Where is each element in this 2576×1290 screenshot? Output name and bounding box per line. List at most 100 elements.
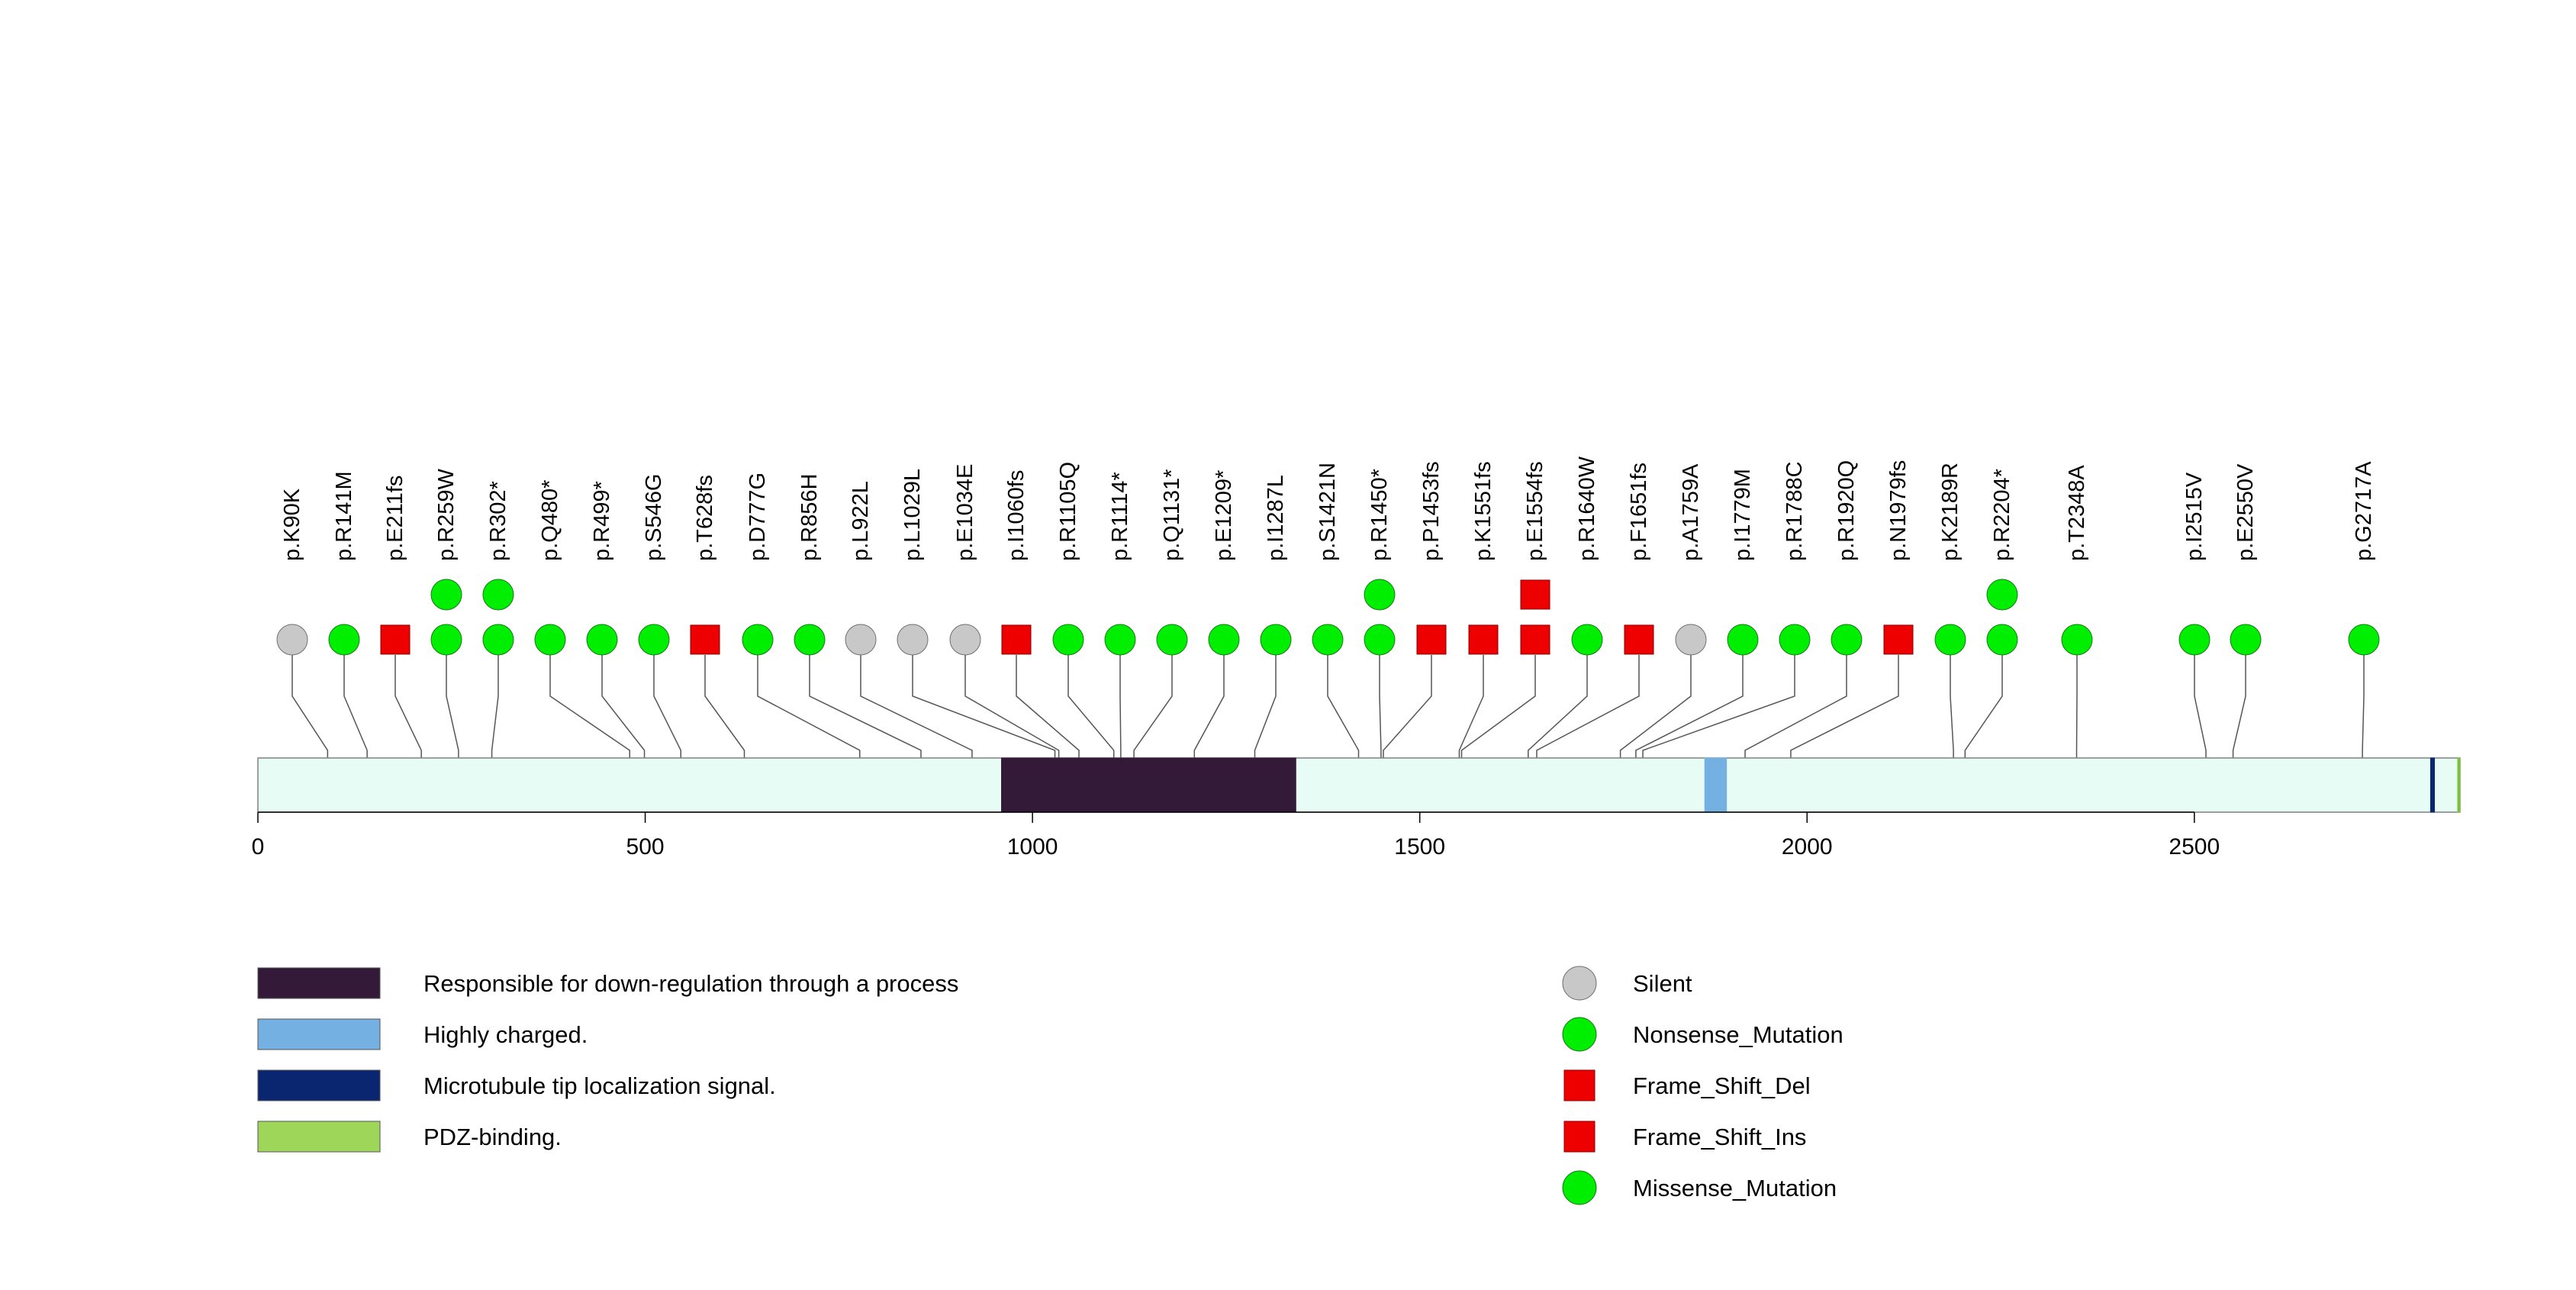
mutation-label: p.G2717A [2352,461,2376,561]
mutation-label: p.R499* [590,481,614,561]
x-tick-label: 1500 [1394,834,1445,859]
mutation-label: p.S546G [642,474,666,561]
mutation-label: p.T2348A [2065,465,2089,561]
connector-line [394,655,422,773]
mutation-label: p.S1421N [1315,463,1340,561]
domain-legend-swatch [257,1018,381,1050]
mutation-marker-circle [1986,579,2018,611]
domain-3 [2457,757,2461,813]
mutation-marker-circle [897,624,929,656]
mutation-label: p.T628fs [693,475,717,561]
mutation-label: p.L1029L [900,469,925,561]
connector-line [757,655,861,773]
connector-line [343,655,368,773]
x-tick-label: 0 [252,834,265,859]
mutation-label: p.R259W [434,468,459,561]
mutation-marker-circle [2230,624,2262,656]
connector-line [1133,655,1173,773]
x-tick-label: 500 [626,834,665,859]
connector-line [1619,655,1692,773]
connector-line [1458,655,1484,773]
mutation-legend-square [1563,1121,1596,1153]
mutation-label: p.P1453fs [1419,461,1444,561]
mutation-type-legend: Silent Nonsense_Mutation Frame_Shift_Del Fr… [1562,966,1843,1205]
mutation-label: p.E1209* [1212,470,1236,561]
domain-legend-label: Responsible for down-regulation through … [423,970,958,997]
mutation-marker-circle [949,624,981,656]
mutation-legend-square [1563,1069,1596,1101]
connector-line [1379,655,1382,773]
mutation-label: p.R1920Q [1834,460,1859,561]
mutation-marker-square [1416,624,1447,655]
connector-line [1460,655,1536,773]
mutation-label: p.E211fs [383,476,407,561]
mutation-marker-circle [1571,624,1603,656]
domain-0 [1001,757,1296,813]
mutation-marker-circle [1727,624,1759,656]
connector-line [704,655,745,773]
mutation-marker-circle [638,624,670,656]
domain-2 [2429,757,2436,813]
connector-line [2194,655,2207,773]
x-axis: 0 500 1000 1500 2000 2500 [252,811,2220,859]
connector-line [860,655,973,773]
mutation-legend-label: Frame_Shift_Del [1633,1072,1811,1099]
mutation-marker-circle [2178,624,2211,656]
mutation-label: p.N1979fs [1886,460,1911,561]
mutation-label: p.A1759A [1679,463,1703,561]
mutation-label: p.K90K [280,488,304,561]
mutation-legend-circle [1562,1017,1597,1052]
connector-line [291,655,329,773]
connector-line [1642,655,1795,773]
connector-line [2362,655,2365,773]
mutation-marker-circle [1364,579,1396,611]
mutation-marker-circle [1208,624,1240,656]
mutation-marker-circle [794,624,826,656]
mutation-marker-circle [586,624,618,656]
connector-line [1067,655,1115,773]
domain-1 [1704,757,1728,813]
connector-line [2232,655,2246,773]
mutation-label: p.I1779M [1731,469,1755,561]
mutation-label: p.I1287L [1264,475,1288,561]
x-tick-label: 2500 [2169,834,2220,859]
mutation-marker-circle [1779,624,1811,656]
mutation-marker-circle [1675,624,1707,656]
protein-backbone-bar [257,757,2461,813]
mutation-marker-circle [2348,624,2380,656]
domain-legend-label: Microtubule tip localization signal. [423,1072,776,1099]
domain-legend-swatch [257,967,381,999]
mutation-marker-circle [1986,624,2018,656]
mutation-label: p.R1114* [1108,472,1132,561]
connector-line [1635,655,1744,773]
mutation-marker-square [690,624,720,655]
mutation-marker-circle [1052,624,1084,656]
mutation-marker-square [1001,624,1032,655]
mutation-label: p.R2204* [1990,469,2014,561]
connector-line [1016,655,1080,773]
mutation-marker-circle [328,624,360,656]
mutation-marker-square [1468,624,1499,655]
mutation-label: p.L922L [848,481,873,561]
connector-line [446,655,459,773]
mutation-marker-circle [1934,624,1966,656]
mutation-marker-circle [1104,624,1136,656]
mutation-legend-label: Silent [1633,970,1692,997]
mutation-marker-circle [1364,624,1396,656]
mutation-marker-circle [276,624,308,656]
connector-line [1327,655,1360,773]
x-tick-label: 1000 [1007,834,1058,859]
mutation-label: p.I2515V [2182,472,2207,561]
connector-line [1383,655,1432,773]
connector-line [1744,655,1847,773]
mutation-label: p.K1551fs [1471,461,1496,561]
mutation-marker-circle [1260,624,1292,656]
mutation-label: p.I1060fs [1004,470,1029,561]
mutation-legend-circle [1562,1170,1597,1205]
mutation-labels: p.K90K p.R141M p.E211fs p.R259W p.R302* p.Q48… [280,456,2376,561]
mutation-marker-circle [845,624,877,656]
mutation-marker-circle [2061,624,2093,656]
connector-line [653,655,682,773]
mutation-marker-circle [534,624,566,656]
mutation-legend-circle [1562,966,1597,1001]
